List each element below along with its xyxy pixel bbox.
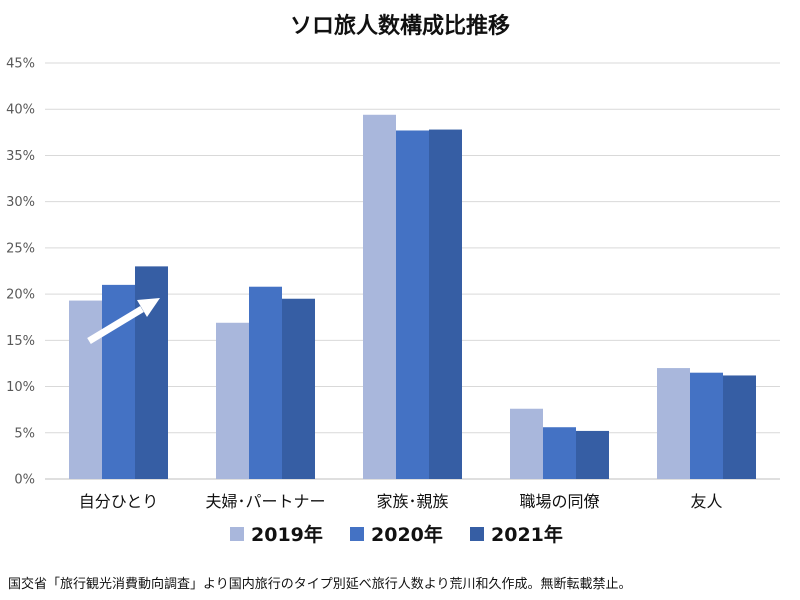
chart-title: ソロ旅人数構成比推移 [290,13,510,39]
legend-label: 2019年 [251,523,323,546]
bar [135,266,168,479]
bar [363,114,396,479]
bar [216,322,249,479]
x-category-label: 友人 [690,492,722,511]
legend-swatch [230,527,244,541]
bar [690,372,723,479]
y-tick-label: 40% [6,103,35,118]
bar [543,427,576,479]
x-axis-category-labels: 自分ひとり 夫婦･パートナー 家族･親族 職場の同僚 友人 [79,492,723,511]
x-category-label: 職場の同僚 [519,492,599,511]
bar [657,368,690,479]
bar [396,130,429,480]
bar [429,129,462,479]
trend-arrow-icon [87,298,160,344]
bar [510,408,543,479]
bar [249,286,282,479]
x-category-label: 家族･親族 [376,492,448,511]
y-tick-label: 20% [6,288,35,303]
y-tick-label: 25% [6,241,35,256]
x-category-label: 夫婦･パートナー [205,492,325,511]
x-category-label: 自分ひとり [79,492,159,511]
legend-label: 2020年 [371,523,443,546]
legend-swatch [350,527,364,541]
bar [576,430,609,479]
y-tick-label: 0% [14,473,35,488]
y-tick-label: 45% [6,57,35,72]
bar [282,298,315,479]
footnote: 国交省「旅行観光消費動向調査」より国内旅行のタイプ別延べ旅行人数より荒川和久作成… [8,576,631,592]
bars [69,114,756,480]
legend: 2019年 2020年 2021年 [230,523,563,546]
y-tick-label: 10% [6,380,35,395]
y-tick-label: 15% [6,334,35,349]
legend-swatch [470,527,484,541]
y-tick-label: 5% [14,426,35,441]
legend-label: 2021年 [491,523,563,546]
y-tick-label: 35% [6,149,35,164]
bar [69,300,102,479]
y-axis-tick-labels: 0% 5% 10% 15% 20% 25% 30% 35% 40% 45% [6,57,35,488]
bar [723,375,756,479]
y-tick-label: 30% [6,195,35,210]
